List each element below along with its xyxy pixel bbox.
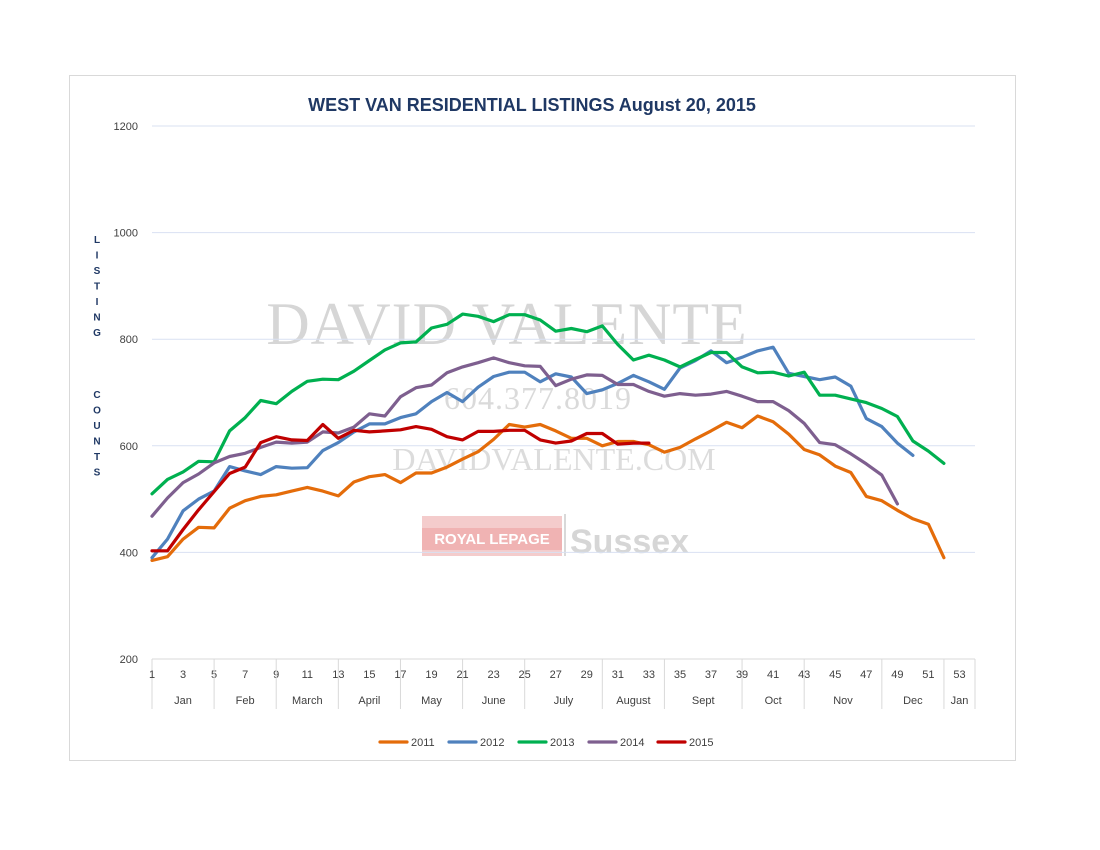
x-tick-label: 37 bbox=[705, 669, 717, 681]
x-tick-label: 1 bbox=[149, 669, 155, 681]
watermark: DAVID VALENTE 604.377.8019 DAVIDVALENTE.… bbox=[266, 291, 747, 561]
y-tick-label: 800 bbox=[120, 334, 138, 346]
month-label: Jan bbox=[951, 695, 969, 707]
y-axis-label-letter: N bbox=[93, 437, 100, 448]
chart-title: WEST VAN RESIDENTIAL LISTINGS August 20,… bbox=[308, 95, 756, 115]
logo-band-top bbox=[422, 516, 562, 528]
logo-band-bottom bbox=[422, 550, 562, 556]
series-line-2015 bbox=[150, 422, 651, 553]
watermark-brand: ROYAL LEPAGE bbox=[434, 531, 550, 548]
x-tick-label: 47 bbox=[860, 669, 872, 681]
x-axis: 1357911131517192123252729313335373941434… bbox=[149, 658, 976, 709]
x-tick-label: 29 bbox=[581, 669, 593, 681]
y-axis-label-letter: I bbox=[96, 251, 99, 262]
y-axis-label-letter: T bbox=[94, 282, 100, 293]
x-tick-label: 49 bbox=[891, 669, 903, 681]
legend-label-2011: 2011 bbox=[411, 737, 435, 749]
month-label: May bbox=[421, 695, 442, 707]
line-chart: DAVID VALENTE 604.377.8019 DAVIDVALENTE.… bbox=[93, 95, 976, 749]
legend-label-2014: 2014 bbox=[620, 737, 644, 749]
x-tick-label: 3 bbox=[180, 669, 186, 681]
royal-lepage-logo: ROYAL LEPAGE Sussex bbox=[422, 514, 689, 561]
y-axis-label-letter: S bbox=[94, 266, 101, 277]
x-tick-label: 31 bbox=[612, 669, 624, 681]
x-tick-label: 51 bbox=[922, 669, 934, 681]
y-axis-label-letter: S bbox=[94, 468, 101, 479]
y-tick-label: 600 bbox=[120, 441, 138, 453]
x-tick-label: 33 bbox=[643, 669, 655, 681]
month-label: Sept bbox=[692, 695, 715, 707]
y-tick-label: 1000 bbox=[114, 228, 138, 240]
x-tick-label: 15 bbox=[363, 669, 375, 681]
x-tick-label: 27 bbox=[550, 669, 562, 681]
y-axis: 200 400 600 800 1000 1200 bbox=[114, 121, 138, 666]
month-label: Feb bbox=[236, 695, 255, 707]
y-axis-label-letter: U bbox=[93, 421, 100, 432]
x-tick-label: 23 bbox=[487, 669, 499, 681]
month-label: July bbox=[554, 695, 574, 707]
y-axis-label-letter: L bbox=[94, 235, 100, 246]
logo-divider bbox=[564, 514, 566, 556]
watermark-name: DAVID VALENTE bbox=[266, 291, 747, 357]
y-tick-label: 1200 bbox=[114, 121, 138, 133]
legend-label-2015: 2015 bbox=[689, 737, 713, 749]
month-label: March bbox=[292, 695, 323, 707]
y-axis-label-letter: T bbox=[94, 452, 100, 463]
series-line-2013 bbox=[150, 312, 946, 496]
legend: 2011 2012 2013 2014 2015 bbox=[378, 737, 713, 749]
y-axis-label-letter: O bbox=[93, 406, 101, 417]
x-tick-label: 35 bbox=[674, 669, 686, 681]
y-tick-label: 400 bbox=[120, 547, 138, 559]
x-tick-label: 53 bbox=[953, 669, 965, 681]
y-axis-label-letter: I bbox=[96, 297, 99, 308]
x-tick-label: 7 bbox=[242, 669, 248, 681]
series-line-2012 bbox=[150, 345, 915, 560]
y-tick-label: 200 bbox=[120, 654, 138, 666]
y-axis-label-letter: G bbox=[93, 328, 101, 339]
series-line-2014 bbox=[150, 356, 900, 518]
watermark-website: DAVIDVALENTE.COM bbox=[392, 441, 715, 477]
watermark-phone: 604.377.8019 bbox=[444, 380, 632, 416]
month-label: Nov bbox=[833, 695, 853, 707]
y-axis-label-letter: N bbox=[93, 313, 100, 324]
chart-frame: DAVID VALENTE 604.377.8019 DAVIDVALENTE.… bbox=[69, 75, 1016, 761]
series-lines bbox=[150, 312, 946, 562]
gridlines bbox=[152, 125, 975, 553]
x-tick-label: 19 bbox=[425, 669, 437, 681]
x-tick-label: 41 bbox=[767, 669, 779, 681]
month-label: June bbox=[482, 695, 506, 707]
y-axis-label-letter: C bbox=[93, 390, 100, 401]
month-label: Jan bbox=[174, 695, 192, 707]
x-tick-label: 45 bbox=[829, 669, 841, 681]
legend-label-2013: 2013 bbox=[550, 737, 574, 749]
series-line-2011 bbox=[150, 414, 946, 562]
month-label: Dec bbox=[903, 695, 923, 707]
logo-band bbox=[422, 528, 562, 550]
month-label: August bbox=[616, 695, 650, 707]
legend-label-2012: 2012 bbox=[480, 737, 504, 749]
month-label: Oct bbox=[765, 695, 782, 707]
month-label: April bbox=[358, 695, 380, 707]
x-tick-label: 11 bbox=[302, 669, 313, 681]
watermark-brand-sub: Sussex bbox=[570, 523, 689, 561]
